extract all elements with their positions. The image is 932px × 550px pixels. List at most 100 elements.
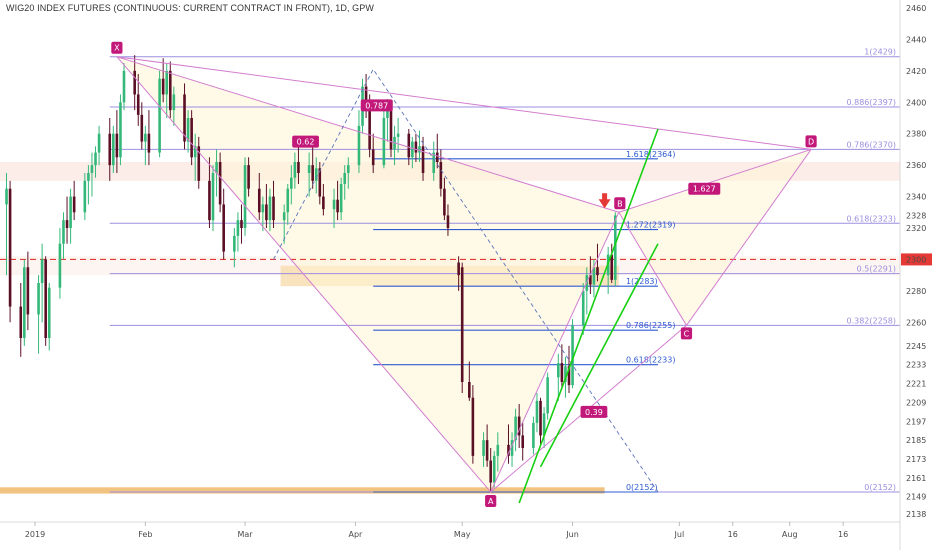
candle-91 (468, 361, 471, 401)
candle-96 (492, 451, 496, 488)
candle-92 (471, 385, 475, 464)
candle-35 (186, 110, 190, 153)
candle-3 (23, 259, 26, 346)
candle-49 (257, 173, 261, 221)
candle-94 (485, 424, 489, 467)
xd-line (116, 56, 812, 150)
candle-99 (510, 432, 514, 467)
candle-104 (535, 393, 539, 433)
candle-107 (546, 372, 549, 420)
candle-2 (19, 283, 23, 357)
point-d-badge: D (805, 135, 817, 148)
candle-44 (233, 228, 236, 268)
y-tick-10: 2260 (906, 318, 926, 327)
svg-text:D: D (808, 137, 814, 146)
retracement-label-0: 1.618(2364) (626, 150, 676, 159)
last-close-badge: 2328 (901, 209, 932, 222)
candle-98 (507, 424, 510, 464)
candle-78 (396, 118, 400, 153)
x-tick-4: May (454, 530, 471, 539)
candle-12 (69, 188, 72, 244)
candle-76 (389, 102, 393, 158)
candle-85 (435, 133, 439, 169)
candle-37 (193, 133, 197, 181)
point-a-badge: A (485, 495, 497, 507)
svg-text:2300: 2300 (906, 255, 926, 264)
x-tick-6: Jul (674, 530, 685, 539)
point-c-badge: C (680, 327, 693, 340)
candle-8 (47, 283, 51, 351)
candle-27 (144, 125, 147, 166)
candle-6 (40, 243, 44, 323)
bd-line (618, 148, 812, 213)
ratio-badge-0: 0.787 (360, 99, 393, 112)
candle-10 (62, 212, 65, 260)
candle-23 (122, 63, 126, 111)
y-tick-16: 2380 (906, 130, 926, 139)
candle-95 (489, 448, 492, 492)
candle-61 (314, 157, 318, 194)
candle-113 (581, 283, 585, 335)
candle-119 (610, 243, 614, 283)
y-tick-11: 2280 (906, 287, 926, 296)
candle-32 (168, 61, 172, 118)
svg-text:0.62: 0.62 (297, 138, 315, 147)
candle-106 (542, 407, 546, 448)
y-tick-5: 2197 (906, 417, 926, 426)
point-b-badge: B (614, 197, 626, 210)
candle-15 (87, 165, 90, 205)
channel-upper-line (518, 128, 659, 504)
y-tick-19: 2440 (906, 35, 926, 44)
candle-64 (332, 188, 336, 228)
candle-39 (208, 157, 211, 228)
candle-112 (571, 319, 574, 389)
candle-1 (8, 180, 12, 323)
candle-40 (211, 165, 215, 232)
candle-67 (343, 165, 347, 200)
candle-28 (147, 110, 151, 166)
candle-101 (517, 404, 521, 448)
y-tick-17: 2400 (906, 98, 926, 107)
svg-text:0.787: 0.787 (365, 101, 388, 110)
y-tick-4: 2185 (906, 436, 926, 445)
candle-7 (44, 256, 47, 346)
candle-11 (65, 196, 69, 244)
ratio-badge-3: 0.39 (580, 405, 608, 418)
candle-20 (112, 125, 115, 173)
y-tick-20: 2460 (906, 4, 926, 13)
candle-93 (482, 432, 485, 467)
x-tick-3: Apr (348, 530, 363, 539)
y-tick-3: 2173 (906, 455, 926, 464)
candle-14 (83, 173, 87, 221)
candle-60 (311, 146, 314, 189)
candle-108 (557, 353, 560, 401)
candle-89 (457, 256, 460, 291)
candle-38 (197, 136, 201, 189)
dashed-projection (273, 68, 659, 493)
retracement-label-1: 1.272(2319) (626, 221, 676, 230)
candle-66 (339, 177, 343, 221)
retracement-label-5: 0(2152) (626, 483, 658, 492)
candle-19 (108, 118, 112, 181)
fib-level-label-2: 0.786(2370) (846, 140, 896, 149)
ratio-badge-2: 1.627 (688, 182, 721, 195)
candle-4 (26, 251, 30, 331)
svg-text:1.627: 1.627 (693, 185, 716, 194)
candle-24 (133, 55, 136, 111)
candle-55 (286, 184, 290, 225)
candle-25 (136, 74, 140, 126)
candle-97 (496, 432, 500, 472)
candle-57 (293, 152, 297, 189)
xab-triangle-fill (116, 56, 619, 492)
fib-level-label-5: 0.382(2258) (846, 316, 896, 325)
fib-level-label-1: 0.886(2397) (846, 98, 896, 107)
candle-83 (421, 136, 425, 181)
candle-80 (411, 136, 414, 169)
candle-16 (90, 152, 94, 197)
x-tick-5: Jun (565, 530, 579, 539)
candle-90 (460, 262, 464, 393)
svg-text:2328: 2328 (906, 211, 926, 220)
x-tick-9: 16 (838, 530, 848, 539)
